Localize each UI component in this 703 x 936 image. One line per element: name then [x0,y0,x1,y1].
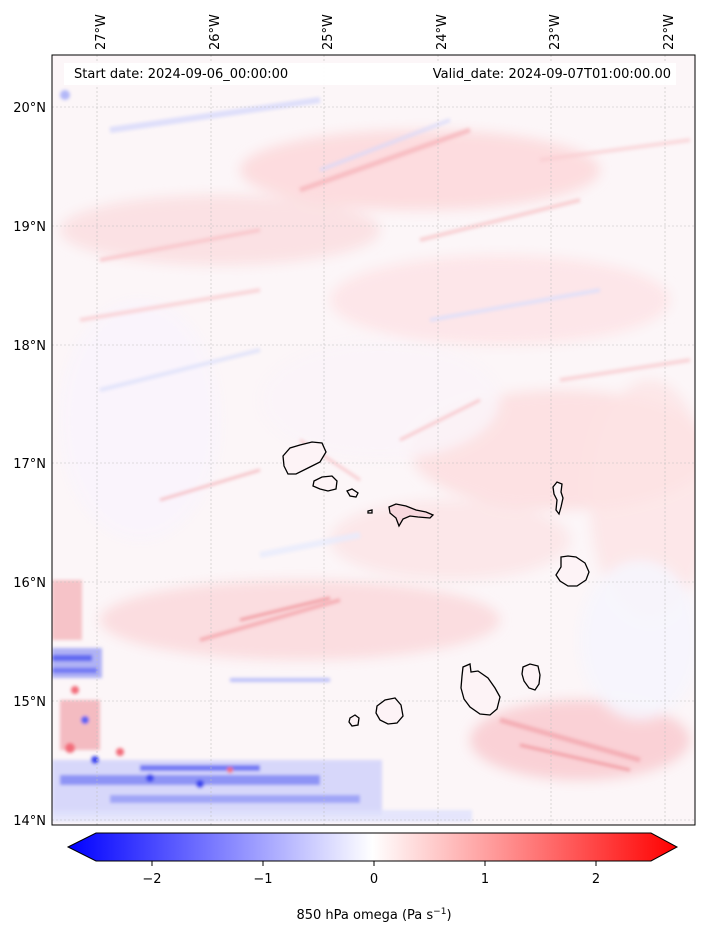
lon-label-22w: 22°W [662,14,677,50]
island-maio [521,663,541,691]
field-southwest-noise [52,90,472,822]
coastlines [282,441,590,727]
lat-label-16n: 16°N [13,576,46,591]
graticule [52,55,695,825]
lon-label-26w: 26°W [208,14,223,50]
lat-label-18n: 18°N [13,339,46,354]
lon-label-27w: 27°W [94,14,109,50]
field-broad [60,130,695,780]
plot-frame [51,54,696,826]
island-fogo [375,697,404,725]
island-sao-vicente [312,475,338,492]
lat-label-19n: 19°N [13,220,46,235]
lon-label-24w: 24°W [435,14,450,50]
island-brava [348,714,360,727]
colorbar-body [66,832,679,862]
colorbar-tick-2: 2 [592,872,600,887]
colorbar-label-sup: −1 [433,907,446,917]
header-band [64,63,676,85]
island-santo-antao [282,441,327,475]
omega-field [52,55,695,825]
latitude-labels: 20°N 19°N 18°N 17°N 16°N 15°N 14°N [13,101,46,829]
colorbar: −2 −1 0 1 2 850 hPa omega (Pa s−1) [66,832,679,923]
colorbar-label-end: ) [446,908,451,923]
lon-label-23w: 23°W [548,14,563,50]
colorbar-tick-0: 0 [370,872,378,887]
colorbar-tick-1: 1 [481,872,489,887]
colorbar-tick-m2: −2 [142,872,161,887]
lon-label-25w: 25°W [321,14,336,50]
start-date-label: Start date: 2024-09-06_00:00:00 [74,67,288,82]
valid-date-label: Valid_date: 2024-09-07T01:00:00.00 [433,67,671,82]
island-sao-nicolau [388,503,435,528]
colorbar-tick-marks [151,861,597,866]
island-santiago [460,663,501,716]
lat-label-17n: 17°N [13,457,46,472]
longitude-labels: 27°W 26°W 25°W 24°W 23°W 22°W [94,14,677,50]
lat-label-20n: 20°N [13,101,46,116]
lat-label-14n: 14°N [13,814,46,829]
island-branco [367,509,373,514]
colorbar-label-main: 850 hPa omega (Pa s [296,908,433,923]
island-sal [552,481,564,516]
lat-label-15n: 15°N [13,695,46,710]
field-streaks [79,97,691,772]
island-boa-vista [555,555,590,587]
colorbar-label: 850 hPa omega (Pa s−1) [296,907,451,923]
colorbar-tick-m1: −1 [253,872,272,887]
island-santa-luzia [346,488,359,498]
